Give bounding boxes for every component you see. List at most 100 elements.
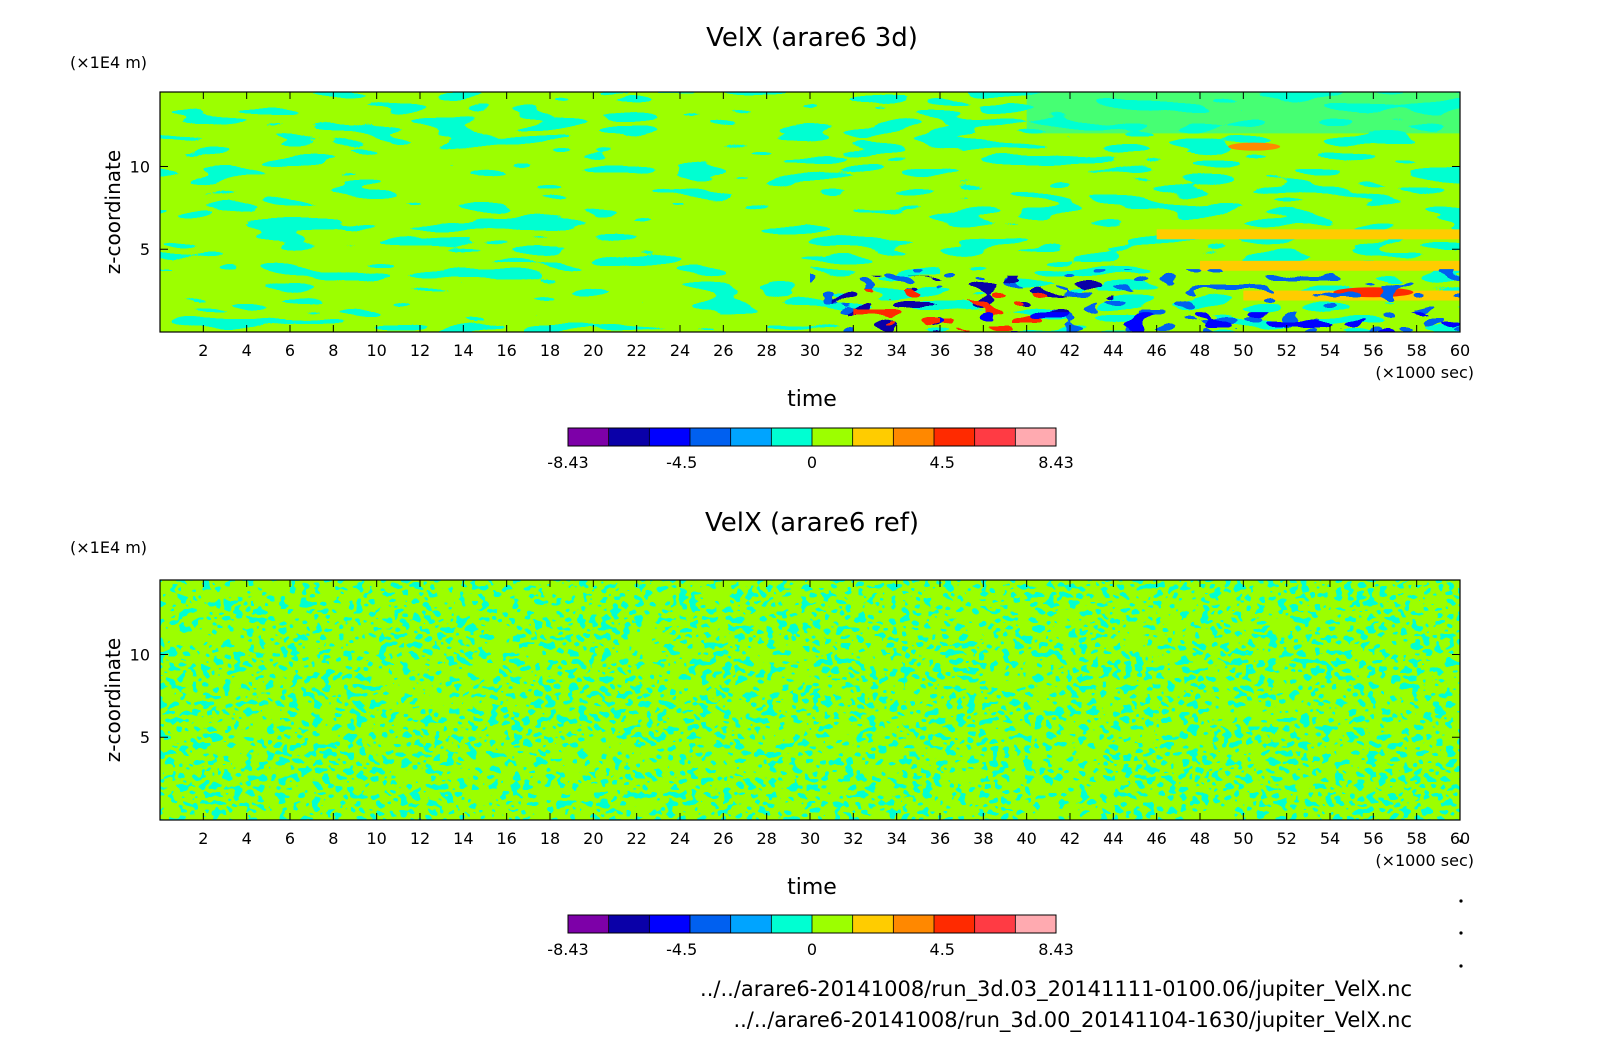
x-tick-label: 10	[366, 829, 386, 848]
x-tick-label: 10	[366, 341, 386, 360]
y-tick-label: 10	[130, 645, 150, 664]
x-axis-label: time	[787, 387, 837, 412]
x-tick-label: 48	[1190, 341, 1210, 360]
field-band	[1200, 260, 1460, 271]
colorbar-label: 4.5	[930, 940, 955, 959]
x-tick-label: 56	[1363, 829, 1383, 848]
y-axis-label: z-coordinate	[101, 638, 125, 762]
marker-dot	[1459, 964, 1463, 968]
file-path-ref: ../../arare6-20141008/run_3d.00_20141104…	[733, 1008, 1412, 1032]
x-tick-label: 22	[626, 341, 646, 360]
x-tick-label: 6	[285, 829, 295, 848]
x-tick-label: 44	[1103, 829, 1123, 848]
x-tick-label: 36	[930, 829, 950, 848]
colorbar-swatch	[608, 915, 650, 933]
x-tick-label: 50	[1233, 829, 1253, 848]
x-tick-label: 18	[540, 829, 560, 848]
x-tick-label: 30	[800, 829, 820, 848]
colorbar-swatch	[893, 428, 935, 446]
x-tick-label: 16	[496, 341, 516, 360]
file-path-3d: ../../arare6-20141008/run_3d.03_20141111…	[700, 977, 1412, 1001]
x-tick-label: 58	[1406, 829, 1426, 848]
field-contours	[160, 580, 1460, 820]
x-tick-label: 18	[540, 341, 560, 360]
colorbar-swatch	[690, 428, 731, 446]
colorbar-label: 8.43	[1038, 940, 1074, 959]
x-tick-label: 22	[626, 829, 646, 848]
colorbar-label: -8.43	[547, 940, 588, 959]
colorbar-swatch	[893, 915, 935, 933]
x-tick-label: 24	[670, 829, 690, 848]
colorbar-swatch	[649, 428, 691, 446]
x-tick-label: 4	[242, 341, 252, 360]
colorbar-label: 0	[807, 453, 817, 472]
colorbar-frame	[567, 427, 1057, 447]
x-tick-label: 6	[285, 341, 295, 360]
x-tick-label: 28	[756, 829, 776, 848]
x-tick-label: 32	[843, 829, 863, 848]
x-tick-label: 34	[886, 341, 906, 360]
colorbar-swatch	[812, 915, 853, 933]
x-tick-label: 8	[328, 341, 338, 360]
x-tick-label: 28	[756, 341, 776, 360]
x-tick-label: 36	[930, 341, 950, 360]
x-tick-label: 12	[410, 829, 430, 848]
x-tick-label: 32	[843, 341, 863, 360]
x-tick-label: 26	[713, 341, 733, 360]
x-tick-label: 20	[583, 829, 603, 848]
x-tick-label: 14	[453, 341, 473, 360]
marker-dot	[1459, 899, 1463, 903]
colorbar-swatch	[608, 428, 650, 446]
colorbar-swatch	[730, 428, 772, 446]
y-unit-label: (×1E4 m)	[70, 53, 147, 72]
colorbar-swatch	[771, 915, 813, 933]
colorbar-label: 0	[807, 940, 817, 959]
colorbar-swatch	[771, 428, 813, 446]
colorbar-label: -4.5	[666, 453, 697, 472]
y-tick-label: 5	[140, 240, 150, 259]
x-tick-label: 48	[1190, 829, 1210, 848]
x-tick-label: 8	[328, 829, 338, 848]
panel-3d: VelX (arare6 3d)(×1E4 m)2 4 6 8 10 12 14 16 18 20…	[70, 23, 1474, 472]
x-tick-label: 52	[1276, 829, 1296, 848]
colorbar-swatch	[568, 428, 609, 446]
y-unit-label: (×1E4 m)	[70, 538, 147, 557]
x-tick-label: 60	[1450, 341, 1470, 360]
x-tick-label: 56	[1363, 341, 1383, 360]
colorbar-swatch	[690, 915, 731, 933]
x-tick-label: 54	[1320, 341, 1340, 360]
x-tick-label: 42	[1060, 829, 1080, 848]
y-tick-label: 10	[130, 157, 150, 176]
colorbar-frame	[567, 914, 1057, 934]
x-tick-label: 46	[1146, 341, 1166, 360]
x-tick-label: 54	[1320, 829, 1340, 848]
colorbar-swatch	[974, 428, 1016, 446]
colorbar-swatch	[934, 428, 975, 446]
x-tick-label: 42	[1060, 341, 1080, 360]
marker-dot	[1459, 931, 1463, 935]
y-axis-label: z-coordinate	[101, 150, 125, 274]
x-tick-label: 50	[1233, 341, 1253, 360]
x-tick-label: 2	[198, 341, 208, 360]
x-tick-label: 44	[1103, 341, 1123, 360]
field-blob	[1228, 142, 1281, 151]
x-tick-label: 34	[886, 829, 906, 848]
colorbar-swatch	[1015, 915, 1057, 933]
colorbar: -8.43 -4.5 0 4.5 8.43	[547, 914, 1074, 959]
y-tick-label: 5	[140, 728, 150, 747]
colorbar-swatch	[649, 915, 691, 933]
colorbar-swatch	[812, 428, 853, 446]
x-tick-label: 14	[453, 829, 473, 848]
panel-ref: VelX (arare6 ref)(×1E4 m)2 4 6 8 10 12 14 16 18 2…	[70, 508, 1474, 959]
x-tick-label: 60	[1450, 829, 1470, 848]
colorbar-label: -4.5	[666, 940, 697, 959]
colorbar: -8.43 -4.5 0 4.5 8.43	[547, 427, 1074, 472]
x-tick-label: 26	[713, 829, 733, 848]
colorbar-swatch	[934, 915, 975, 933]
x-tick-label: 38	[973, 829, 993, 848]
colorbar-label: 8.43	[1038, 453, 1074, 472]
x-tick-label: 40	[1016, 829, 1036, 848]
x-tick-label: 2	[198, 829, 208, 848]
chart-title: VelX (arare6 3d)	[706, 23, 918, 53]
colorbar-swatch	[730, 915, 772, 933]
